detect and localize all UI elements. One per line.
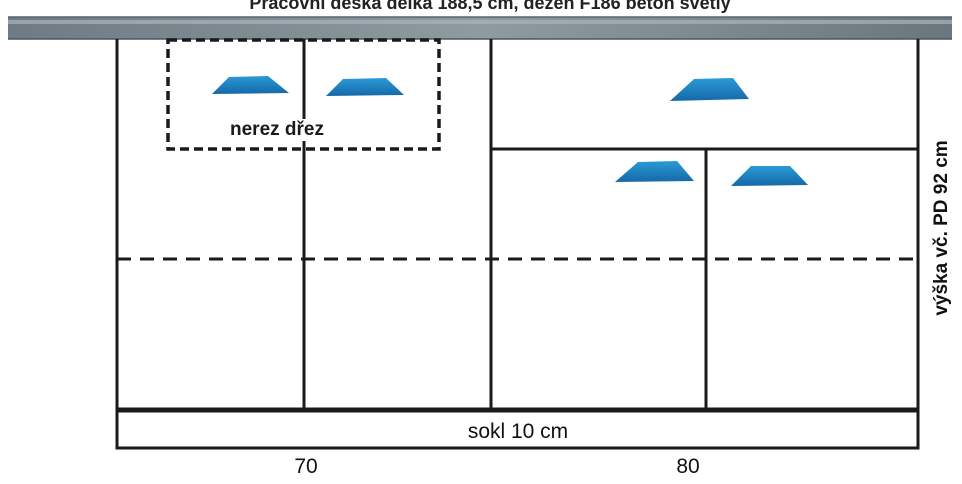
handle-icon [615, 161, 694, 182]
cabinet-lines [115, 39, 920, 411]
worktop-highlight [8, 20, 952, 24]
sink-label: nerez dřez [228, 119, 326, 141]
plinth-label: sokl 10 cm [467, 420, 569, 443]
height-label: výška vč. PD 92 cm [931, 140, 952, 316]
plinth [115, 409, 920, 450]
sink-outline [166, 38, 441, 151]
handle-icon [670, 78, 749, 101]
worktop-title: Pracovní deska délka 188,5 cm, dezén F18… [249, 0, 731, 13]
width-label-left: 70 [294, 455, 318, 478]
width-label-right: 80 [676, 455, 700, 478]
handle-icon [212, 76, 289, 94]
handle-icon [731, 166, 808, 186]
handle-icon [326, 78, 404, 96]
